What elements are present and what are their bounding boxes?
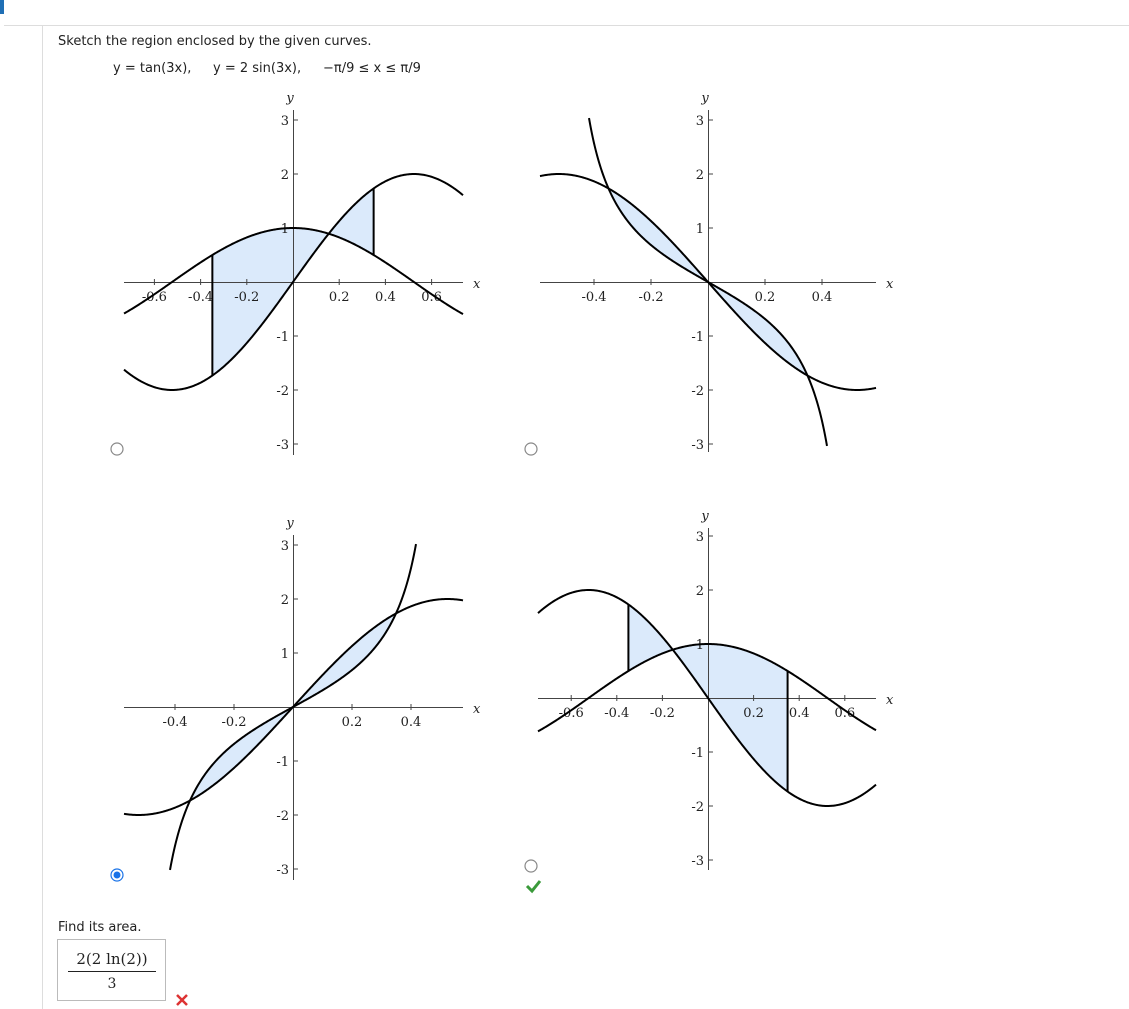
x-axis-label: x xyxy=(886,277,894,292)
y-tick-label: -1 xyxy=(691,746,704,761)
x-tick-label: 0.6 xyxy=(421,290,442,305)
radio-button[interactable] xyxy=(110,442,124,456)
y-axis-label: y xyxy=(285,516,294,531)
y-tick-label: -1 xyxy=(276,330,289,345)
x-tick-label: 0.2 xyxy=(329,290,350,305)
y-tick-label: 2 xyxy=(281,593,289,608)
y-tick-label: 2 xyxy=(281,168,289,183)
radio-button[interactable] xyxy=(524,859,538,873)
answer-denominator: 3 xyxy=(108,976,117,992)
y-tick-label: 3 xyxy=(281,539,289,554)
accent-bar xyxy=(0,0,4,14)
graph: x y -0.6 -0.4 -0.2 0.2 0.4 0.6 -3 -2 -1 1 2 3 xyxy=(524,509,894,873)
x-tick-label: -0.4 xyxy=(604,706,629,721)
answer-box[interactable] xyxy=(57,939,166,1001)
x-tick-label: 0.4 xyxy=(375,290,396,305)
curve xyxy=(123,598,464,816)
x-tick-label: 0.2 xyxy=(755,290,776,305)
curve xyxy=(539,172,877,392)
y-axis-label: y xyxy=(700,509,709,524)
y-tick-label: -3 xyxy=(276,438,289,453)
radio-dot xyxy=(113,871,121,879)
correct-check xyxy=(525,880,542,894)
answer-numerator: 2(2 ln(2)) xyxy=(76,950,147,968)
y-axis-label: y xyxy=(700,91,709,106)
area-prompt: Find its area. xyxy=(58,920,142,935)
equation: y = 2 sin(3x), xyxy=(213,61,301,76)
curve xyxy=(123,172,464,392)
curve xyxy=(537,642,877,733)
x-tick-label: 0.2 xyxy=(743,706,764,721)
x-axis-label: x xyxy=(473,277,481,292)
y-tick-label: 3 xyxy=(696,114,704,129)
y-tick-label: 1 xyxy=(696,638,704,653)
y-tick-label: 1 xyxy=(281,647,289,662)
curve xyxy=(123,226,464,315)
y-axis-label: y xyxy=(285,91,294,106)
y-tick-label: 1 xyxy=(281,222,289,237)
x-tick-label: -0.4 xyxy=(581,290,606,305)
x-tick-label: 0.4 xyxy=(401,715,422,730)
y-tick-label: -2 xyxy=(276,809,289,824)
y-tick-label: 1 xyxy=(696,222,704,237)
graph: x y -0.4 -0.2 0.2 0.4 -3 -2 -1 1 2 3 xyxy=(524,91,894,456)
x-tick-label: -0.4 xyxy=(188,290,213,305)
x-tick-label: 0.4 xyxy=(789,706,810,721)
prompt: Sketch the region enclosed by the given … xyxy=(58,34,372,49)
y-tick-label: 2 xyxy=(696,168,704,183)
x-tick-label: -0.2 xyxy=(234,290,259,305)
x-axis-label: x xyxy=(886,693,894,708)
y-tick-label: -2 xyxy=(691,384,704,399)
x-tick-label: -0.2 xyxy=(650,706,675,721)
x-tick-label: 0.2 xyxy=(342,715,363,730)
interval: −π/9 ≤ x ≤ π/9 xyxy=(323,61,421,76)
x-tick-label: -0.6 xyxy=(142,290,167,305)
graph: x y -0.4 -0.2 0.2 0.4 -3 -2 -1 1 2 3 xyxy=(110,516,481,882)
curve xyxy=(537,589,877,807)
x-tick-label: -0.6 xyxy=(559,706,584,721)
x-tick-label: 0.4 xyxy=(812,290,833,305)
y-tick-label: -2 xyxy=(691,800,704,815)
y-tick-label: -1 xyxy=(691,330,704,345)
y-tick-label: 2 xyxy=(696,584,704,599)
x-tick-label: -0.4 xyxy=(162,715,187,730)
y-tick-label: 3 xyxy=(281,114,289,129)
y-tick-label: -3 xyxy=(276,863,289,878)
graph: x y -0.6 -0.4 -0.2 0.2 0.4 0.6 -3 -2 -1 1 2 3 xyxy=(110,91,481,456)
y-tick-label: -1 xyxy=(276,755,289,770)
x-tick-label: -0.2 xyxy=(221,715,246,730)
options: x y -0.6 -0.4 -0.2 0.2 0.4 0.6 -3 -2 -1 1 2 3 x y -0.4 -0… xyxy=(110,91,894,882)
y-tick-label: -3 xyxy=(691,854,704,869)
radio-button[interactable] xyxy=(524,442,538,456)
y-tick-label: 3 xyxy=(696,530,704,545)
y-tick-label: -3 xyxy=(691,438,704,453)
y-tick-label: -2 xyxy=(276,384,289,399)
x-tick-label: -0.2 xyxy=(638,290,663,305)
wrong-mark xyxy=(176,994,188,1006)
equation: y = tan(3x), xyxy=(113,61,191,76)
x-axis-label: x xyxy=(473,702,481,717)
x-tick-label: 0.6 xyxy=(834,706,855,721)
